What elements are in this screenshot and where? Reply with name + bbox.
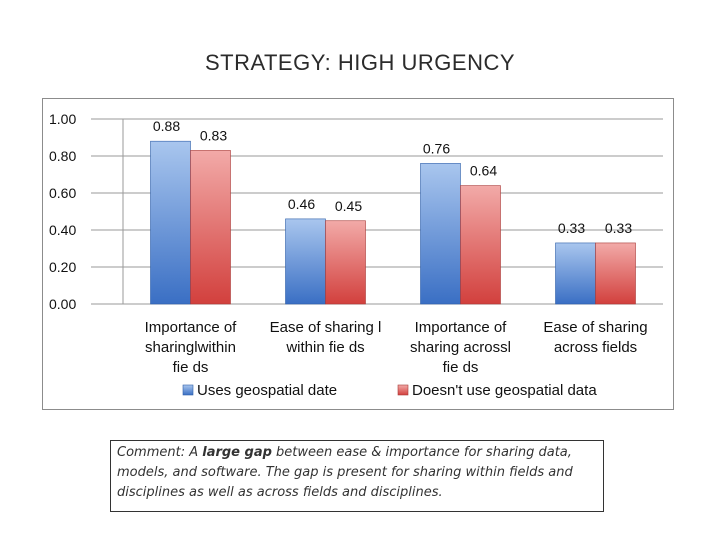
legend-label: Doesn't use geospatial data: [412, 382, 597, 399]
data-label: 0.64: [470, 163, 497, 179]
category-label: sharinglwithin: [145, 339, 236, 356]
y-tick-label: 0.80: [49, 148, 76, 164]
legend-label: Uses geospatial date: [197, 382, 337, 399]
data-label: 0.46: [288, 196, 315, 212]
bar: [150, 140, 191, 305]
category-label: Ease of sharing l: [270, 319, 382, 336]
y-tick-label: 0.60: [49, 185, 76, 201]
bar: [595, 242, 636, 305]
bar: [460, 185, 501, 305]
category-label: sharing acrossl: [410, 339, 511, 356]
y-tick-label: 0.40: [49, 222, 76, 238]
data-label: 0.76: [423, 140, 450, 156]
bar: [285, 218, 326, 305]
legend-swatch: [397, 384, 409, 396]
category-label: within fie ds: [285, 339, 364, 356]
comment-suffix: between ease & importance for sharing da…: [117, 445, 573, 500]
bar: [325, 220, 366, 305]
data-label: 0.33: [558, 220, 585, 236]
category-label: Ease of sharing: [543, 319, 647, 336]
data-label: 0.83: [200, 127, 227, 143]
bar-chart: 0.00 0.20 0.40 0.60 0.80 1.00 0.88 0.83 Importan…: [49, 111, 663, 399]
y-tick-label: 1.00: [49, 111, 76, 127]
bar: [555, 242, 596, 305]
category-label: across fields: [554, 339, 637, 356]
chart-frame: 0.00 0.20 0.40 0.60 0.80 1.00 0.88 0.83 Importan…: [42, 98, 674, 410]
category-label: fie ds: [173, 359, 209, 376]
category-label: Importance of: [145, 319, 238, 336]
category-label: fie ds: [443, 359, 479, 376]
bar: [420, 163, 461, 305]
category-label: Importance of: [415, 319, 508, 336]
data-label: 0.88: [153, 118, 180, 134]
bar: [190, 150, 231, 305]
comment-emphasis: large gap: [202, 445, 272, 460]
comment-box: Comment: A large gap between ease & impo…: [110, 440, 604, 512]
slide-title: STRATEGY: HIGH URGENCY: [204, 50, 516, 75]
y-tick-label: 0.20: [49, 259, 76, 275]
y-tick-label: 0.00: [49, 296, 76, 312]
data-label: 0.45: [335, 198, 362, 214]
legend-swatch: [182, 384, 194, 396]
comment-prefix: Comment: A: [117, 445, 203, 460]
data-label: 0.33: [605, 220, 632, 236]
